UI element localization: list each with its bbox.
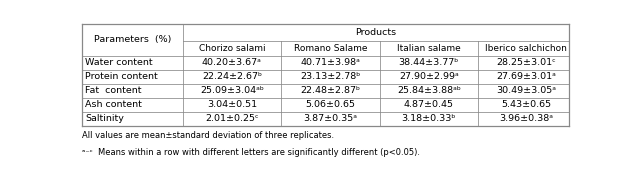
Text: 3.87±0.35ᵃ: 3.87±0.35ᵃ bbox=[304, 114, 358, 123]
Text: 38.44±3.77ᵇ: 38.44±3.77ᵇ bbox=[399, 58, 459, 67]
Text: 40.20±3.67ᵃ: 40.20±3.67ᵃ bbox=[202, 58, 262, 67]
Text: All values are mean±standard deviation of three replicates.: All values are mean±standard deviation o… bbox=[82, 131, 334, 140]
Text: 40.71±3.98ᵃ: 40.71±3.98ᵃ bbox=[300, 58, 360, 67]
Text: Romano Salame: Romano Salame bbox=[293, 44, 367, 53]
Text: Ash content: Ash content bbox=[85, 100, 142, 109]
Text: 3.18±0.33ᵇ: 3.18±0.33ᵇ bbox=[401, 114, 456, 123]
Text: 28.25±3.01ᶜ: 28.25±3.01ᶜ bbox=[496, 58, 556, 67]
Text: 27.69±3.01ᵃ: 27.69±3.01ᵃ bbox=[496, 72, 556, 82]
Text: 25.09±3.04ᵃᵇ: 25.09±3.04ᵃᵇ bbox=[200, 87, 264, 96]
Text: Water content: Water content bbox=[85, 58, 153, 67]
Text: 4.87±0.45: 4.87±0.45 bbox=[404, 100, 454, 109]
Text: 27.90±2.99ᵃ: 27.90±2.99ᵃ bbox=[399, 72, 458, 82]
Text: ᵃ⁻ᶜ  Means within a row with different letters are significantly different (p<0.: ᵃ⁻ᶜ Means within a row with different le… bbox=[82, 148, 420, 157]
Text: Fat  content: Fat content bbox=[85, 87, 142, 96]
Text: 3.96±0.38ᵃ: 3.96±0.38ᵃ bbox=[499, 114, 553, 123]
Text: 25.84±3.88ᵃᵇ: 25.84±3.88ᵃᵇ bbox=[397, 87, 461, 96]
Text: Parameters  (%): Parameters (%) bbox=[93, 35, 171, 44]
Text: 5.43±0.65: 5.43±0.65 bbox=[501, 100, 551, 109]
Text: 22.48±2.87ᵇ: 22.48±2.87ᵇ bbox=[300, 87, 360, 96]
Text: Iberico salchichon: Iberico salchichon bbox=[485, 44, 567, 53]
Text: 2.01±0.25ᶜ: 2.01±0.25ᶜ bbox=[205, 114, 258, 123]
Text: 3.04±0.51: 3.04±0.51 bbox=[207, 100, 257, 109]
Text: Protein content: Protein content bbox=[85, 72, 158, 82]
Text: Saltinity: Saltinity bbox=[85, 114, 124, 123]
Text: 22.24±2.67ᵇ: 22.24±2.67ᵇ bbox=[202, 72, 262, 82]
Text: Chorizo salami: Chorizo salami bbox=[199, 44, 265, 53]
Text: 5.06±0.65: 5.06±0.65 bbox=[305, 100, 356, 109]
Text: Products: Products bbox=[356, 28, 396, 37]
Text: Italian salame: Italian salame bbox=[397, 44, 460, 53]
Text: 30.49±3.05ᵃ: 30.49±3.05ᵃ bbox=[496, 87, 556, 96]
Text: 23.13±2.78ᵇ: 23.13±2.78ᵇ bbox=[300, 72, 361, 82]
